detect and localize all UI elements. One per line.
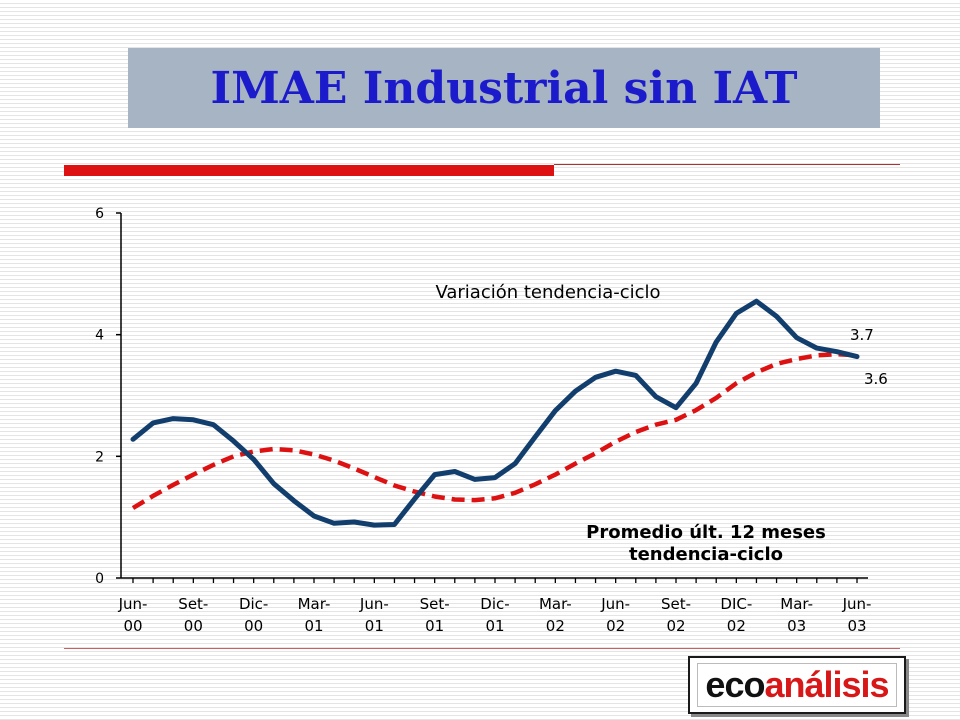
x-tick-label: Jun-01	[359, 595, 389, 635]
title-banner: IMAE Industrial sin IAT	[128, 48, 880, 128]
x-tick-label: Mar-03	[780, 595, 813, 635]
chart-axes	[116, 212, 868, 583]
solid-series-line	[130, 298, 860, 528]
annotation-variacion: Variación tendencia-ciclo	[435, 282, 660, 303]
dashed-series-line	[131, 351, 858, 510]
y-tick-label: 4	[95, 328, 104, 344]
y-tick-label: 2	[95, 449, 104, 465]
data-label-trend-end: 3.7	[850, 326, 874, 344]
divider-top	[554, 164, 900, 165]
annotation-promedio: Promedio últ. 12 meses tendencia-ciclo	[586, 522, 826, 565]
logo-text-analisis: análisis	[764, 664, 889, 705]
y-tick-label: 6	[95, 206, 104, 222]
x-tick-label: DIC-02	[720, 595, 752, 635]
page-title: IMAE Industrial sin IAT	[210, 62, 798, 114]
x-tick-label: Set-00	[178, 595, 208, 635]
x-tick-label: Jun-03	[842, 595, 872, 635]
y-tick-label: 0	[95, 571, 104, 587]
x-tick-label: Jun-02	[600, 595, 630, 635]
x-tick-label: Dic-00	[239, 595, 268, 635]
x-tick-label: Mar-02	[539, 595, 572, 635]
x-tick-label: Dic-01	[480, 595, 509, 635]
ecoanalisis-logo: eco análisis	[688, 656, 906, 714]
x-tick-label: Jun-00	[118, 595, 148, 635]
series-promedio	[131, 351, 858, 510]
divider-bottom	[64, 648, 900, 649]
logo-text-eco: eco	[705, 664, 765, 705]
series-tendencia	[130, 298, 860, 528]
accent-rule	[64, 165, 554, 176]
data-label-avg-end: 3.6	[864, 370, 888, 388]
chart-labels: 0 2 4 6 Jun-00 Set-00 Dic-00 Mar-01 Jun-01 Set-01…	[95, 206, 888, 635]
x-tick-label: Set-01	[420, 595, 450, 635]
x-tick-label: Mar-01	[298, 595, 331, 635]
x-tick-label: Set-02	[661, 595, 691, 635]
